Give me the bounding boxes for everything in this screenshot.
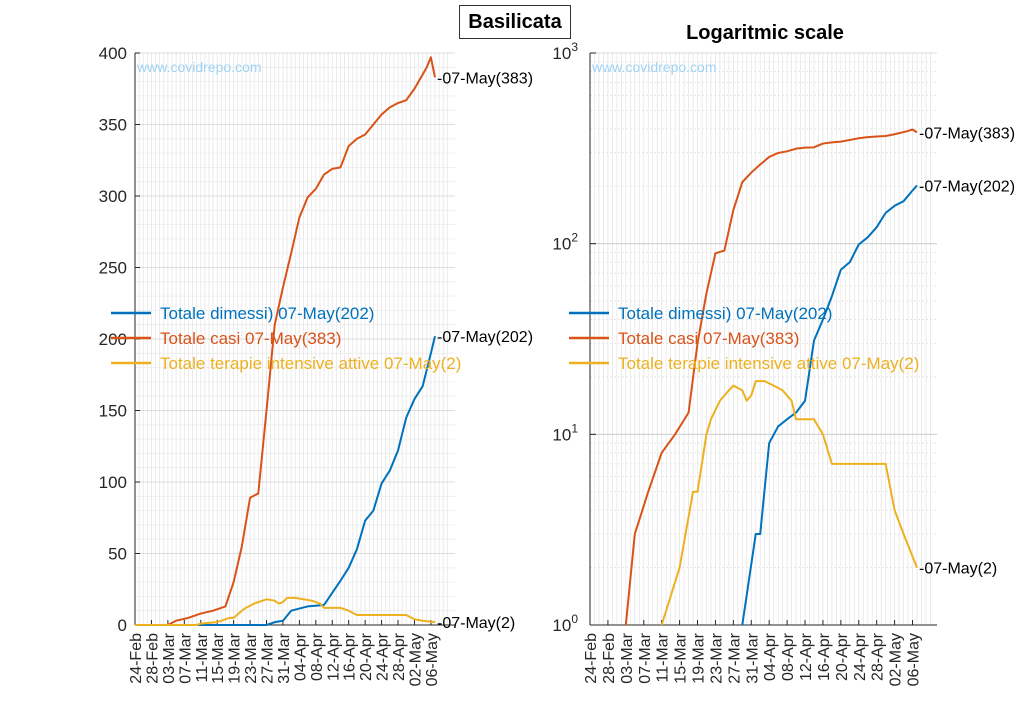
watermark: www.covidrepo.com (136, 59, 262, 75)
x-tick-label: 23-Mar (708, 632, 725, 683)
series-line (135, 56, 436, 626)
series-casi (624, 128, 918, 626)
y-tick-label: 50 (108, 545, 127, 564)
series-line (660, 380, 918, 626)
x-tick-label: 12-Apr (798, 632, 815, 681)
legend-label: Totale casi 07-May(383) (160, 329, 341, 348)
end-label: -07-May(202) (919, 178, 1015, 195)
legend-label: Totale terapie intensive attive 07-May(2… (618, 354, 919, 373)
log-chart-title: Logaritmic scale (686, 22, 844, 44)
x-tick-label: 27-Mar (726, 632, 743, 683)
x-tick-label: 19-Mar (227, 632, 244, 683)
x-tick-label: 24-Apr (852, 632, 869, 681)
x-tick-label: 15-Mar (210, 632, 227, 683)
y-tick-label: 350 (99, 116, 127, 135)
x-tick-label: 20-Apr (834, 632, 851, 681)
x-tick-label: 24-Apr (375, 632, 392, 681)
figure-title: Basilicata (459, 5, 571, 39)
y-tick-label: 400 (99, 44, 127, 63)
end-label: -07-May(383) (919, 125, 1015, 142)
x-tick-label: 07-Mar (177, 632, 194, 683)
legend: Totale dimessi) 07-May(202) Totale casi 0… (111, 304, 461, 373)
x-tick-label: 15-Mar (673, 632, 690, 683)
x-tick-label: 08-Apr (309, 632, 326, 681)
series-line (135, 596, 436, 626)
legend-label: Totale terapie intensive attive 07-May(2… (160, 354, 461, 373)
x-tick-label: 06-May (424, 633, 441, 686)
y-tick-label: 101 (552, 421, 578, 444)
y-tick-label: 100 (99, 473, 127, 492)
x-tick-label: 08-Apr (780, 632, 797, 681)
legend-label: Totale dimessi) 07-May(202) (160, 304, 374, 323)
watermark: www.covidrepo.com (591, 59, 717, 75)
y-tick-label: 250 (99, 259, 127, 278)
x-tick-label: 02-May (407, 633, 424, 686)
x-tick-label: 27-Mar (260, 632, 277, 683)
x-tick-label: 03-Mar (619, 632, 636, 683)
x-tick-label: 20-Apr (358, 632, 375, 681)
x-tick-label: 28-Apr (870, 632, 887, 681)
x-tick-label: 24-Feb (128, 633, 145, 684)
y-tick-label: 0 (118, 616, 127, 635)
series-dimessi (741, 184, 918, 626)
series-casi (134, 56, 436, 626)
x-tick-label: 28-Feb (601, 633, 618, 684)
end-label: -07-May(2) (437, 615, 515, 632)
x-tick-label: 16-Apr (342, 632, 359, 681)
x-tick-label: 06-May (906, 633, 923, 686)
x-tick-label: 31-Mar (744, 632, 761, 683)
x-tick-label: 12-Apr (325, 632, 342, 681)
series-terapie (660, 380, 918, 626)
series-terapie (134, 596, 436, 626)
x-tick-label: 28-Feb (144, 633, 161, 684)
y-tick-label: 103 (552, 40, 578, 63)
y-tick-label: 200 (99, 330, 127, 349)
y-tick-label: 102 (552, 231, 578, 254)
y-tick-label: 150 (99, 402, 127, 421)
end-label: -07-May(383) (437, 70, 533, 87)
legend: Totale dimessi) 07-May(202) Totale casi 0… (569, 304, 919, 373)
legend-label: Totale casi 07-May(383) (618, 329, 799, 348)
log-chart: 100 101 102 103 24-Feb 28-Feb 03-Mar 07-Mar 11-M… (552, 40, 1015, 686)
grid (134, 52, 455, 626)
x-tick-label: 19-Mar (691, 632, 708, 683)
end-label: -07-May(2) (919, 561, 997, 578)
end-label: -07-May(202) (437, 329, 533, 346)
x-tick-label: 16-Apr (816, 632, 833, 681)
x-tick-label: 28-Apr (391, 632, 408, 681)
x-tick-label: 04-Apr (292, 632, 309, 681)
x-tick-label: 03-Mar (161, 632, 178, 683)
x-tick-label: 07-Mar (637, 632, 654, 683)
x-tick-label: 23-Mar (243, 632, 260, 683)
x-tick-label: 31-Mar (276, 632, 293, 683)
series-line (741, 184, 918, 626)
x-tick-label: 24-Feb (583, 633, 600, 684)
y-tick-label: 100 (552, 612, 578, 635)
series-line (624, 128, 918, 626)
grid (589, 52, 937, 626)
series-line (135, 335, 436, 626)
x-tick-label: 11-Mar (194, 632, 211, 682)
x-tick-label: 11-Mar (655, 632, 672, 682)
y-tick-label: 300 (99, 187, 127, 206)
legend-label: Totale dimessi) 07-May(202) (618, 304, 832, 323)
x-tick-label: 04-Apr (762, 632, 779, 681)
linear-chart: 0 50 100 150 200 250 300 350 400 24-Feb 28-Feb 03-M… (99, 44, 533, 686)
x-tick-label: 02-May (888, 633, 905, 686)
